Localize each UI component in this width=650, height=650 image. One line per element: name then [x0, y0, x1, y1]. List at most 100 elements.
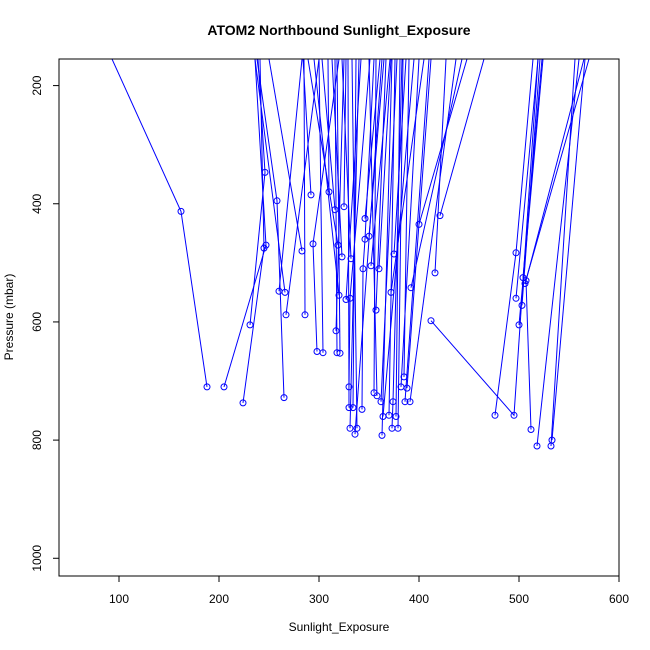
- series-line: [536, 59, 580, 447]
- series-line: [418, 59, 468, 225]
- y-tick-label: 600: [30, 312, 44, 332]
- data-point: [407, 284, 415, 292]
- data-point: [401, 398, 409, 406]
- data-point: [491, 411, 499, 419]
- series-line: [525, 59, 585, 430]
- series-line: [278, 59, 303, 292]
- series-profile: [431, 59, 447, 277]
- x-tick-label: 400: [409, 592, 429, 606]
- series-profile: [368, 59, 381, 400]
- series-profile: [407, 59, 463, 292]
- series-line: [515, 59, 539, 299]
- data-point: [246, 321, 254, 329]
- data-point: [373, 392, 381, 400]
- series-line: [223, 59, 267, 388]
- series-profile: [521, 59, 590, 287]
- series-line: [336, 59, 341, 354]
- series-line: [439, 59, 485, 216]
- series-line: [361, 59, 375, 410]
- x-tick-label: 600: [609, 592, 629, 606]
- series-line: [400, 59, 420, 387]
- data-point: [521, 280, 529, 287]
- series-profile: [378, 59, 393, 439]
- series-line: [524, 59, 590, 284]
- series-profile: [254, 59, 289, 296]
- data-point: [261, 168, 269, 176]
- series-line: [403, 59, 410, 377]
- y-axis-label: Pressure (mbar): [2, 274, 16, 361]
- data-point: [239, 399, 247, 407]
- data-point: [260, 244, 268, 252]
- series-profile: [365, 59, 385, 240]
- data-point: [282, 311, 290, 319]
- data-point: [518, 301, 526, 309]
- series-line: [341, 59, 352, 259]
- data-point: [415, 220, 423, 228]
- series-line: [111, 59, 208, 387]
- y-axis: 200 400 600 800 1000: [30, 75, 59, 572]
- series-profile: [345, 59, 353, 412]
- series-line: [373, 59, 377, 393]
- series-profile: [390, 59, 407, 258]
- data-point: [340, 203, 348, 211]
- series-line: [256, 59, 285, 398]
- data-point: [349, 404, 357, 412]
- series-line: [268, 59, 303, 252]
- series-line: [307, 59, 339, 246]
- series-profile: [406, 59, 457, 406]
- chart-title: ATOM2 Northbound Sunlight_Exposure: [207, 22, 470, 38]
- series-profile: [372, 59, 387, 314]
- data-point: [392, 413, 400, 420]
- data-point: [510, 411, 518, 419]
- plot-area: [111, 59, 590, 450]
- data-point: [512, 249, 520, 257]
- x-tick-label: 100: [109, 592, 129, 606]
- series-profile: [361, 59, 381, 222]
- series-line: [393, 59, 407, 255]
- series-profile: [336, 59, 344, 357]
- series-profile: [392, 59, 401, 420]
- x-tick-label: 300: [309, 592, 329, 606]
- y-tick-label: 1000: [30, 545, 44, 572]
- y-tick-label: 200: [30, 75, 44, 95]
- data-point: [319, 349, 327, 357]
- data-point: [375, 265, 383, 273]
- series-profile: [533, 59, 580, 450]
- series-line: [410, 59, 463, 288]
- x-axis-label: Sunlight_Exposure: [289, 620, 390, 634]
- series-line: [370, 59, 391, 266]
- data-point: [309, 240, 317, 248]
- series-profile: [111, 59, 211, 391]
- series-profile: [522, 59, 585, 433]
- data-point: [332, 327, 340, 335]
- data-point: [338, 253, 346, 261]
- series-line: [313, 59, 340, 296]
- series-line: [303, 59, 306, 315]
- data-point: [281, 288, 289, 296]
- x-tick-label: 500: [509, 592, 529, 606]
- data-point: [273, 197, 281, 205]
- series-profile: [394, 59, 404, 432]
- series-line: [368, 59, 385, 237]
- series-line: [388, 59, 396, 416]
- data-point: [387, 288, 395, 296]
- series-profile: [436, 59, 485, 220]
- data-point: [353, 424, 361, 432]
- y-tick-label: 800: [30, 430, 44, 450]
- series-line: [404, 59, 430, 402]
- data-point: [548, 436, 556, 444]
- series-line: [397, 59, 404, 429]
- series-line: [242, 59, 265, 403]
- data-point: [307, 191, 315, 199]
- data-point: [351, 430, 359, 438]
- series-profile: [301, 59, 309, 319]
- series-line: [364, 59, 381, 219]
- series-line: [430, 59, 539, 417]
- series-profile: [332, 59, 345, 335]
- data-point: [203, 383, 211, 391]
- data-point: [527, 426, 535, 433]
- series-line: [375, 59, 387, 311]
- data-point: [358, 405, 366, 413]
- series-line: [409, 59, 457, 402]
